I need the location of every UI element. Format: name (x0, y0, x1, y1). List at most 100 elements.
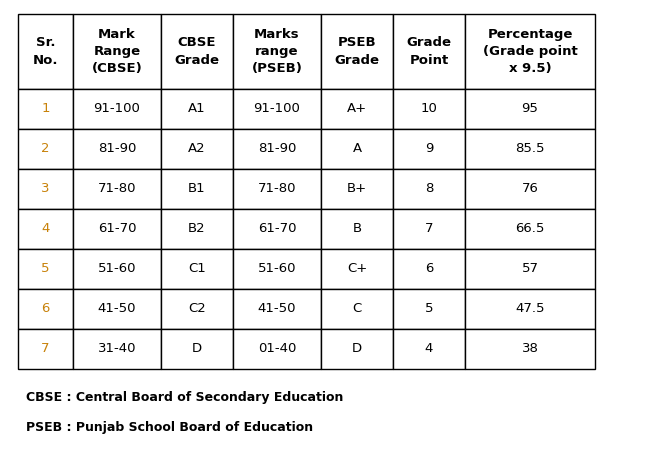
Bar (465, 169, 595, 209)
Bar (161, 249, 233, 289)
Text: 9: 9 (425, 142, 433, 155)
Bar (161, 169, 233, 209)
Text: 51-60: 51-60 (258, 263, 297, 276)
Bar (393, 289, 465, 329)
Text: 47.5: 47.5 (515, 303, 545, 316)
Bar (393, 249, 465, 289)
Text: 6: 6 (42, 303, 50, 316)
Text: 5: 5 (41, 263, 50, 276)
Text: B1: B1 (188, 182, 206, 195)
Text: 7: 7 (425, 223, 433, 235)
Text: Mark
Range
(CBSE): Mark Range (CBSE) (92, 28, 142, 75)
Bar (18, 129, 73, 169)
Bar (73, 169, 161, 209)
Bar (465, 129, 595, 169)
Text: 61-70: 61-70 (258, 223, 297, 235)
Text: 7: 7 (41, 343, 50, 356)
Bar (321, 169, 393, 209)
Bar (465, 329, 595, 369)
Bar (393, 14, 465, 89)
Bar (18, 249, 73, 289)
Text: 71-80: 71-80 (98, 182, 136, 195)
Bar (73, 89, 161, 129)
Bar (321, 329, 393, 369)
Text: 57: 57 (521, 263, 539, 276)
Text: D: D (352, 343, 362, 356)
Text: 91-100: 91-100 (93, 102, 140, 115)
Bar (73, 329, 161, 369)
Bar (321, 14, 393, 89)
Text: 4: 4 (425, 343, 433, 356)
Text: PSEB : Punjab School Board of Education: PSEB : Punjab School Board of Education (26, 421, 313, 434)
Text: 81-90: 81-90 (98, 142, 136, 155)
Bar (73, 209, 161, 249)
Bar (465, 289, 595, 329)
Bar (321, 249, 393, 289)
Bar (393, 329, 465, 369)
Bar (393, 89, 465, 129)
Bar (233, 89, 321, 129)
Text: 61-70: 61-70 (98, 223, 136, 235)
Text: 81-90: 81-90 (258, 142, 296, 155)
Bar (393, 129, 465, 169)
Bar (321, 129, 393, 169)
Bar (161, 209, 233, 249)
Text: 1: 1 (41, 102, 50, 115)
Bar (233, 249, 321, 289)
Text: Percentage
(Grade point
x 9.5): Percentage (Grade point x 9.5) (482, 28, 577, 75)
Text: 91-100: 91-100 (254, 102, 301, 115)
Text: A2: A2 (188, 142, 206, 155)
Text: A1: A1 (188, 102, 206, 115)
Text: A: A (352, 142, 362, 155)
Text: 95: 95 (521, 102, 538, 115)
Bar (233, 329, 321, 369)
Text: 10: 10 (421, 102, 437, 115)
Text: Marks
range
(PSEB): Marks range (PSEB) (252, 28, 303, 75)
Bar (233, 209, 321, 249)
Bar (18, 329, 73, 369)
Bar (18, 169, 73, 209)
Bar (465, 14, 595, 89)
Bar (73, 289, 161, 329)
Bar (321, 89, 393, 129)
Text: 01-40: 01-40 (258, 343, 296, 356)
Text: B+: B+ (347, 182, 367, 195)
Text: 2: 2 (41, 142, 50, 155)
Bar (161, 329, 233, 369)
Bar (161, 89, 233, 129)
Bar (393, 209, 465, 249)
Bar (18, 89, 73, 129)
Text: Sr.
No.: Sr. No. (33, 36, 58, 66)
Text: PSEB
Grade: PSEB Grade (335, 36, 380, 66)
Bar (18, 14, 73, 89)
Text: B2: B2 (188, 223, 206, 235)
Text: 71-80: 71-80 (258, 182, 297, 195)
Text: Grade
Point: Grade Point (407, 36, 452, 66)
Text: 76: 76 (521, 182, 538, 195)
Text: 41-50: 41-50 (258, 303, 297, 316)
Text: 5: 5 (425, 303, 433, 316)
Text: 8: 8 (425, 182, 433, 195)
Bar (233, 14, 321, 89)
Text: CBSE
Grade: CBSE Grade (174, 36, 219, 66)
Bar (18, 209, 73, 249)
Bar (321, 209, 393, 249)
Text: D: D (192, 343, 202, 356)
Bar (465, 89, 595, 129)
Text: CBSE : Central Board of Secondary Education: CBSE : Central Board of Secondary Educat… (26, 391, 344, 404)
Bar (161, 289, 233, 329)
Text: 51-60: 51-60 (98, 263, 136, 276)
Text: 85.5: 85.5 (515, 142, 545, 155)
Bar (465, 209, 595, 249)
Text: 66.5: 66.5 (515, 223, 545, 235)
Bar (18, 289, 73, 329)
Bar (161, 14, 233, 89)
Text: 41-50: 41-50 (98, 303, 136, 316)
Text: C: C (352, 303, 362, 316)
Text: C2: C2 (188, 303, 206, 316)
Text: 6: 6 (425, 263, 433, 276)
Bar (233, 129, 321, 169)
Bar (321, 289, 393, 329)
Bar (233, 169, 321, 209)
Text: B: B (352, 223, 362, 235)
